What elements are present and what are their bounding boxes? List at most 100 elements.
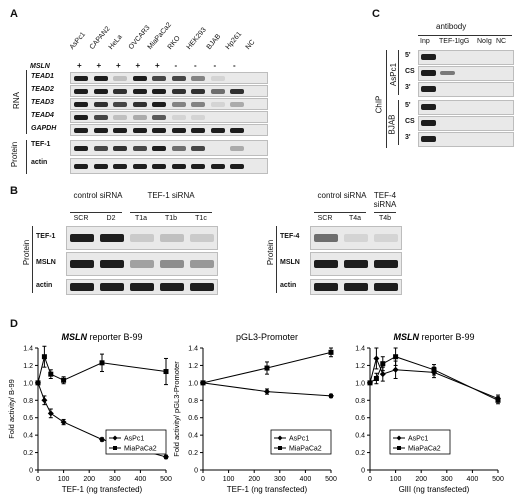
- blot-band: [100, 234, 124, 242]
- data-point: [373, 376, 379, 381]
- chart-title: MSLN reporter B-99: [393, 332, 474, 342]
- blot-band: [314, 260, 338, 268]
- msln-status: -: [213, 61, 217, 70]
- legend-marker: [278, 446, 282, 450]
- blot-band: [113, 101, 127, 107]
- legend-marker: [277, 435, 283, 441]
- blot-band: [93, 101, 108, 107]
- blot-band: [74, 101, 88, 107]
- left-control-header: control siRNA: [73, 191, 123, 200]
- chart-title: MSLN reporter B-99: [61, 332, 142, 342]
- blot-band: [113, 163, 127, 169]
- blot-row-label: actin: [31, 159, 48, 166]
- x-tick-label: 400: [135, 476, 147, 483]
- x-tick-label: 200: [83, 476, 95, 483]
- blot-band: [171, 163, 186, 169]
- blot-row-label: TEAD3: [31, 99, 54, 106]
- legend-box: [105, 429, 167, 455]
- data-point: [328, 392, 334, 399]
- data-point: [392, 366, 399, 373]
- data-point: [328, 349, 334, 355]
- chip-gel-strip: [418, 66, 514, 81]
- rna-bracket: [26, 70, 27, 134]
- data-point: [60, 419, 67, 426]
- gel-strip: [310, 252, 402, 276]
- panel-d-letter: D: [10, 318, 18, 330]
- blot-band: [93, 145, 108, 151]
- data-point: [373, 355, 380, 362]
- blot-band: [344, 260, 368, 268]
- chip-row-label: CS: [405, 68, 415, 75]
- x-tick-label: 400: [300, 476, 312, 483]
- chip-tef1-band: [440, 71, 455, 75]
- blot-band: [74, 127, 88, 133]
- y-tick-label: 1.2: [23, 363, 33, 370]
- chart-title: pGL3-Promoter: [236, 332, 298, 342]
- chip-input-band: [421, 70, 436, 76]
- chip-bracket: [386, 50, 387, 148]
- cell-line-label: HEK293: [185, 26, 208, 51]
- blot-band: [314, 283, 338, 291]
- chip-input-band: [421, 86, 436, 92]
- chip-input-band: [421, 104, 436, 110]
- cell-line-label: Hp261: [224, 30, 244, 51]
- blot-band: [74, 75, 88, 81]
- blot-band: [132, 101, 147, 107]
- protein-bracket: [26, 140, 27, 174]
- y-tick-label: 0.4: [188, 433, 198, 440]
- blot-band: [152, 127, 166, 133]
- blot-row-label: MSLN: [280, 259, 300, 266]
- blot-band: [210, 163, 225, 169]
- blot-band: [190, 283, 214, 291]
- legend-label: MiaPaCa2: [408, 446, 441, 453]
- cell-line-label: HeLa: [107, 33, 124, 51]
- right-sirna-line: [374, 212, 396, 213]
- blot-band: [160, 234, 184, 242]
- msln-status: +: [155, 61, 160, 70]
- blot-band: [191, 145, 205, 151]
- series-line: [369, 356, 499, 401]
- blot-band: [93, 88, 108, 94]
- gel-strip: [66, 252, 218, 276]
- data-point: [41, 397, 48, 404]
- chip-gel-strip: [418, 116, 514, 131]
- data-point: [41, 354, 47, 360]
- msln-status: +: [135, 61, 141, 70]
- y-tick-label: 0.8: [355, 398, 365, 405]
- x-tick-label: 400: [467, 476, 479, 483]
- blot-row-label: TEF-4: [280, 233, 300, 240]
- gel-strip: [70, 98, 268, 110]
- left-control-line: [70, 212, 122, 213]
- blot-band: [100, 260, 124, 268]
- blot-band: [152, 101, 166, 107]
- blot-band: [132, 163, 147, 169]
- chart-title-italic: MSLN: [61, 332, 87, 342]
- data-point: [495, 395, 501, 402]
- panel-a-letter: A: [10, 8, 18, 20]
- data-point: [380, 361, 386, 367]
- blot-band: [230, 127, 244, 133]
- x-tick-label: 200: [415, 476, 427, 483]
- data-point: [99, 360, 105, 366]
- chart-title-italic: MSLN: [393, 332, 419, 342]
- gel-strip: [310, 279, 402, 295]
- blot-band: [70, 234, 94, 242]
- chip-gel-strip: [418, 132, 514, 147]
- blot-band: [374, 283, 398, 291]
- right-control-line: [314, 212, 366, 213]
- cell-line-label: AsPc1: [68, 31, 88, 51]
- blot-band: [100, 283, 124, 291]
- blot-band: [191, 127, 205, 133]
- data-point: [200, 380, 206, 386]
- blot-band: [160, 283, 184, 291]
- blot-band: [93, 127, 108, 133]
- gel-strip: [70, 124, 268, 136]
- blot-band: [132, 88, 147, 94]
- blot-band: [191, 101, 205, 107]
- y-tick-label: 0.6: [23, 415, 33, 422]
- x-tick-label: 500: [492, 476, 504, 483]
- blot-band: [93, 163, 108, 169]
- lane-label: T1c: [195, 215, 207, 222]
- data-point: [47, 410, 54, 417]
- left-sirna-line: [130, 212, 212, 213]
